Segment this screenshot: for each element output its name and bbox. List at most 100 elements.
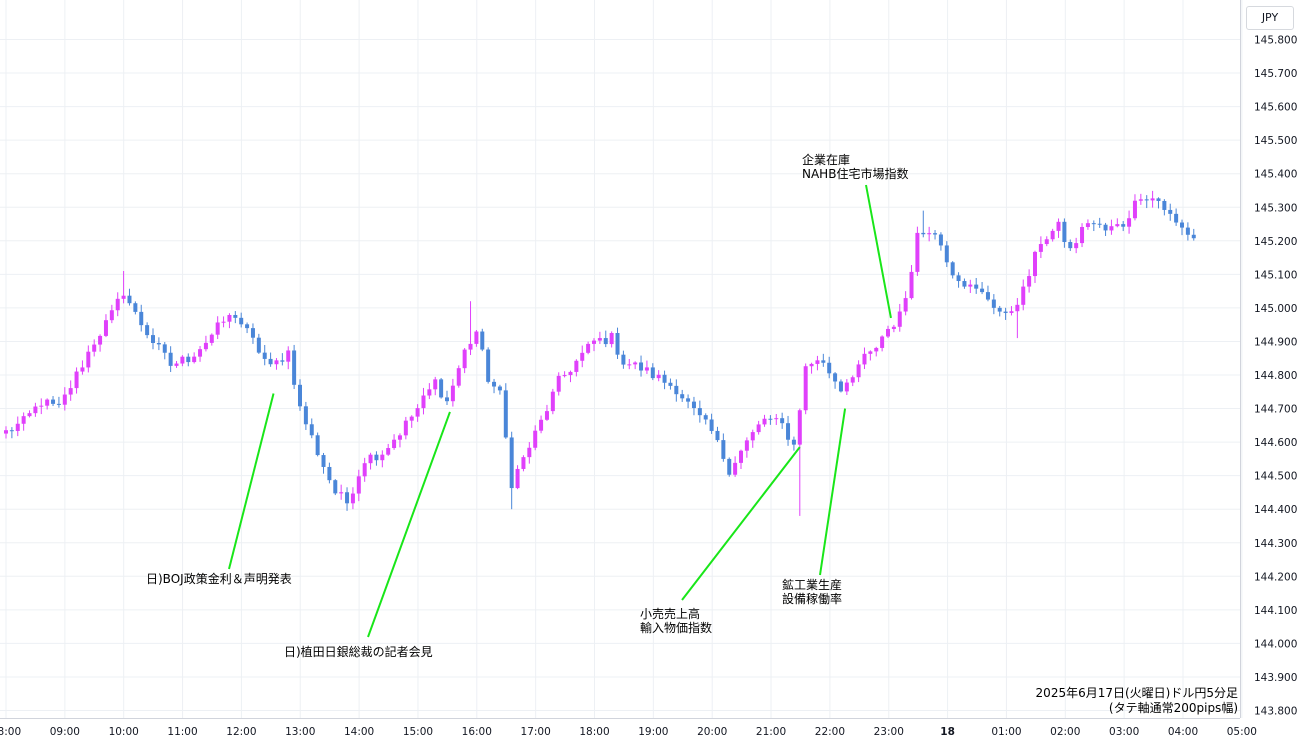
candle-up xyxy=(380,454,385,461)
x-tick-label: 18 xyxy=(940,726,955,738)
candle-down xyxy=(838,381,843,392)
candle-down xyxy=(985,292,990,300)
candle-down xyxy=(168,352,173,366)
candle-up xyxy=(1050,230,1055,240)
candle-up xyxy=(568,371,573,376)
candle-up xyxy=(597,338,602,341)
candle-down xyxy=(1097,223,1102,225)
candle-down xyxy=(691,401,696,409)
candle-up xyxy=(1109,226,1114,231)
candle-up xyxy=(609,332,614,345)
candle-down xyxy=(233,314,238,318)
candle-up xyxy=(474,331,479,344)
chart-caption: 2025年6月17日(火曜日)ドル円5分足 (タテ軸通常200pips幅) xyxy=(1036,686,1238,715)
candle-down xyxy=(1156,198,1161,201)
candle-down xyxy=(1162,200,1167,210)
candle-down xyxy=(292,350,297,385)
candle-up xyxy=(850,377,855,383)
y-tick-label: 143.800 xyxy=(1254,706,1297,718)
candle-down xyxy=(497,386,502,391)
y-tick-label: 145.100 xyxy=(1254,269,1297,281)
candle-down xyxy=(1144,199,1149,201)
candle-up xyxy=(856,364,861,378)
annotation-label: NAHB住宅市場指数 xyxy=(802,166,908,181)
candle-up xyxy=(397,435,402,440)
candle-down xyxy=(827,362,832,374)
candle-down xyxy=(51,399,56,404)
candle-up xyxy=(891,326,896,329)
candle-up xyxy=(109,310,114,321)
x-tick-label: 09:00 xyxy=(50,726,80,738)
candle-up xyxy=(86,351,91,368)
candle-down xyxy=(139,311,144,326)
x-tick-label: 23:00 xyxy=(874,726,904,738)
candle-down xyxy=(303,406,308,425)
candle-up xyxy=(862,353,867,365)
candle-up xyxy=(1132,200,1137,219)
candle-down xyxy=(997,307,1002,312)
candle-up xyxy=(803,366,808,411)
candle-up xyxy=(421,395,426,409)
candle-down xyxy=(145,325,150,336)
candle-up xyxy=(809,363,814,367)
axis-ticks: 145.800 145.700 145.600 145.500 145.400 145.3… xyxy=(0,35,1297,739)
candle-up xyxy=(580,352,585,361)
y-tick-label: 145.400 xyxy=(1254,169,1297,181)
x-tick-label: 13:00 xyxy=(285,726,315,738)
candle-up xyxy=(98,335,103,345)
candle-down xyxy=(503,390,508,438)
candle-down xyxy=(791,439,796,445)
candle-up xyxy=(462,349,467,369)
candle-down xyxy=(162,344,167,353)
candle-down xyxy=(703,415,708,420)
candle-up xyxy=(468,343,473,350)
candle-down xyxy=(245,324,250,329)
candle-up xyxy=(192,356,197,363)
candle-up xyxy=(562,375,567,377)
candle-up xyxy=(874,347,879,352)
x-tick-label: 05:00 xyxy=(1227,726,1257,738)
candle-up xyxy=(103,320,108,336)
currency-label[interactable]: JPY xyxy=(1246,6,1294,30)
candle-down xyxy=(621,354,626,365)
candle-down xyxy=(933,233,938,235)
candle-up xyxy=(527,447,532,458)
x-tick-label: 01:00 xyxy=(991,726,1021,738)
candle-up xyxy=(433,379,438,390)
candle-down xyxy=(186,356,191,363)
candle-up xyxy=(45,399,50,406)
candle-down xyxy=(1091,223,1096,225)
candle-up xyxy=(221,321,226,323)
candle-down xyxy=(151,335,155,343)
candle-down xyxy=(309,424,314,436)
candle-down xyxy=(1185,227,1190,235)
candle-up xyxy=(1038,244,1043,252)
candle-up xyxy=(33,406,38,414)
candle-up xyxy=(1138,199,1143,201)
y-tick-label: 143.900 xyxy=(1254,672,1297,684)
candle-up xyxy=(1021,286,1026,305)
candle-up xyxy=(762,418,767,425)
candle-up xyxy=(15,423,20,431)
y-tick-label: 145.300 xyxy=(1254,202,1297,214)
x-tick-label: 17:00 xyxy=(521,726,551,738)
candle-up xyxy=(386,448,391,455)
candle-down xyxy=(133,303,138,312)
candle-up xyxy=(756,424,761,433)
x-tick-label: 16:00 xyxy=(462,726,492,738)
candle-up xyxy=(198,349,203,357)
candle-up xyxy=(868,351,873,354)
y-tick-label: 144.600 xyxy=(1254,437,1297,449)
candle-up xyxy=(350,493,355,504)
candle-up xyxy=(4,430,8,434)
candle-down xyxy=(1003,311,1008,313)
candle-up xyxy=(1127,218,1132,227)
candle-up xyxy=(539,419,544,431)
candle-up xyxy=(62,394,67,405)
candle-down xyxy=(786,423,791,440)
candle-down xyxy=(921,232,926,235)
candle-up xyxy=(39,405,44,407)
candle-down xyxy=(1180,222,1184,228)
